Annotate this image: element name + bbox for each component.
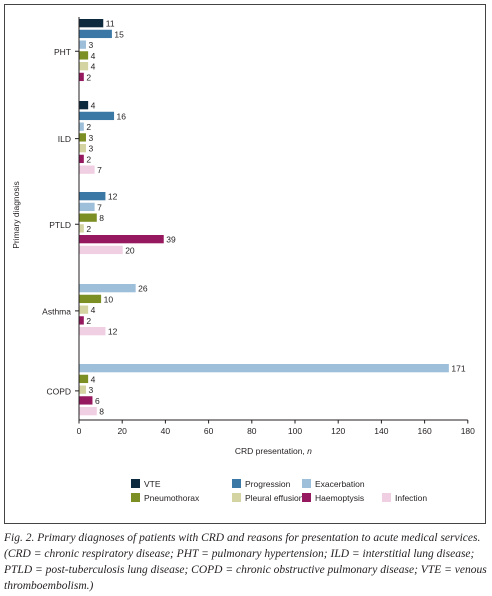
figure-frame: 0 20 40 60 80 100 120 140 160 180 CRD presentation… bbox=[4, 4, 486, 524]
data-label-copd-pleural-effusion: 3 bbox=[88, 385, 93, 395]
legend-label-pneumothorax: Pneumothorax bbox=[144, 493, 200, 503]
bar-pht-exacerbation bbox=[79, 40, 86, 49]
bar-chart: 0 20 40 60 80 100 120 140 160 180 CRD presentation… bbox=[11, 17, 475, 503]
bar-copd-pneumothorax bbox=[79, 374, 89, 384]
data-label-ild-vte: 4 bbox=[91, 101, 96, 111]
data-label-asthma-exacerbation: 26 bbox=[138, 284, 148, 294]
bar-pht-pleural-effusion bbox=[79, 62, 89, 71]
data-label-copd-haemoptysis: 6 bbox=[95, 396, 100, 406]
bar-copd-infection bbox=[79, 407, 97, 416]
legend-swatch-infection bbox=[382, 493, 391, 502]
x-tick-label: 40 bbox=[161, 426, 171, 436]
bar-pht-haemoptysis bbox=[79, 72, 84, 82]
data-label-pht-haemoptysis: 2 bbox=[86, 72, 91, 82]
x-tick-label: 80 bbox=[247, 426, 257, 436]
bar-ild-pneumothorax bbox=[79, 133, 86, 142]
data-label-ild-exacerbation: 2 bbox=[86, 122, 91, 132]
x-tick-label: 60 bbox=[204, 426, 214, 436]
bar-asthma-pleural-effusion bbox=[79, 305, 89, 314]
bar-ptld-infection bbox=[79, 245, 123, 255]
data-label-pht-vte: 11 bbox=[106, 19, 115, 29]
legend-swatch-vte bbox=[131, 479, 140, 488]
data-label-ild-pleural-effusion: 3 bbox=[88, 144, 93, 154]
data-label-copd-infection: 8 bbox=[99, 407, 104, 417]
bar-copd-pleural-effusion bbox=[79, 385, 86, 394]
bar-asthma-pneumothorax bbox=[79, 294, 102, 304]
x-tick-label: 0 bbox=[77, 426, 82, 436]
data-label-pht-exacerbation: 3 bbox=[88, 40, 93, 50]
bar-ptld-progression bbox=[79, 192, 106, 201]
data-label-ptld-exacerbation: 7 bbox=[97, 202, 102, 212]
x-tick-label: 100 bbox=[288, 426, 302, 436]
category-label-copd: COPD bbox=[46, 386, 71, 396]
figure-caption: Fig. 2. Primary diagnoses of patients wi… bbox=[4, 532, 487, 592]
data-label-ptld-pleural-effusion: 2 bbox=[86, 224, 91, 234]
bar-asthma-haemoptysis bbox=[79, 316, 84, 325]
legend-label-infection: Infection bbox=[395, 493, 427, 503]
bar-ild-infection bbox=[79, 165, 95, 174]
legend-label-vte: VTE bbox=[144, 479, 161, 489]
data-label-ild-progression: 16 bbox=[117, 111, 127, 121]
bar-pht-progression bbox=[79, 29, 112, 39]
category-label-ptld: PTLD bbox=[49, 220, 71, 230]
category-label-asthma: Asthma bbox=[42, 306, 71, 316]
bar-asthma-exacerbation bbox=[79, 284, 136, 293]
data-label-ild-pneumothorax: 3 bbox=[88, 133, 93, 143]
bar-copd-haemoptysis bbox=[79, 396, 93, 405]
x-tick-label: 140 bbox=[374, 426, 388, 436]
x-tick-label: 180 bbox=[461, 426, 475, 436]
bar-ild-haemoptysis bbox=[79, 154, 84, 164]
data-label-pht-progression: 15 bbox=[114, 29, 124, 39]
legend-swatch-pneumothorax bbox=[131, 493, 140, 502]
bar-ptld-pleural-effusion bbox=[79, 224, 84, 233]
legend-swatch-exacerbation bbox=[302, 479, 311, 488]
x-tick-label: 160 bbox=[418, 426, 432, 436]
legend-label-haemoptysis: Haemoptysis bbox=[315, 493, 364, 503]
data-label-ptld-pneumothorax: 8 bbox=[99, 213, 104, 223]
legend-label-progression: Progression bbox=[245, 479, 291, 489]
data-label-asthma-pleural-effusion: 4 bbox=[91, 305, 96, 315]
bar-pht-vte bbox=[79, 19, 104, 28]
data-label-ild-haemoptysis: 2 bbox=[86, 154, 91, 164]
category-label-ild: ILD bbox=[58, 134, 71, 144]
bar-ild-vte bbox=[79, 101, 89, 110]
legend-label-exacerbation: Exacerbation bbox=[315, 479, 365, 489]
data-label-asthma-pneumothorax: 10 bbox=[104, 294, 114, 304]
legend-swatch-pleural-effusion bbox=[232, 493, 241, 502]
data-label-ild-infection: 7 bbox=[97, 165, 102, 175]
data-label-pht-pneumothorax: 4 bbox=[91, 51, 96, 61]
legend-swatch-progression bbox=[232, 479, 241, 488]
bar-ptld-pneumothorax bbox=[79, 213, 97, 222]
bar-copd-exacerbation bbox=[79, 364, 449, 373]
bar-ild-pleural-effusion bbox=[79, 144, 86, 153]
data-label-copd-exacerbation: 171 bbox=[451, 364, 465, 374]
bar-ptld-exacerbation bbox=[79, 202, 95, 212]
data-label-pht-pleural-effusion: 4 bbox=[91, 62, 96, 72]
data-label-ptld-progression: 12 bbox=[108, 192, 118, 202]
x-tick-label: 20 bbox=[117, 426, 127, 436]
bar-ild-exacerbation bbox=[79, 122, 84, 131]
bar-asthma-infection bbox=[79, 327, 106, 336]
bar-pht-pneumothorax bbox=[79, 51, 89, 60]
legend-swatch-haemoptysis bbox=[302, 493, 311, 502]
data-label-copd-pneumothorax: 4 bbox=[91, 374, 96, 384]
bar-ild-progression bbox=[79, 111, 115, 121]
x-axis-label: CRD presentation, n bbox=[235, 446, 312, 456]
x-tick-label: 120 bbox=[331, 426, 345, 436]
legend-label-pleural-effusion: Pleural effusion bbox=[245, 493, 304, 503]
data-label-ptld-infection: 20 bbox=[125, 245, 135, 255]
data-label-asthma-haemoptysis: 2 bbox=[86, 316, 91, 326]
data-label-ptld-haemoptysis: 39 bbox=[166, 235, 176, 245]
y-axis-label: Primary diagnosis bbox=[11, 181, 21, 249]
category-label-pht: PHT bbox=[54, 47, 71, 57]
data-label-asthma-infection: 12 bbox=[108, 327, 118, 337]
bar-ptld-haemoptysis bbox=[79, 235, 164, 244]
